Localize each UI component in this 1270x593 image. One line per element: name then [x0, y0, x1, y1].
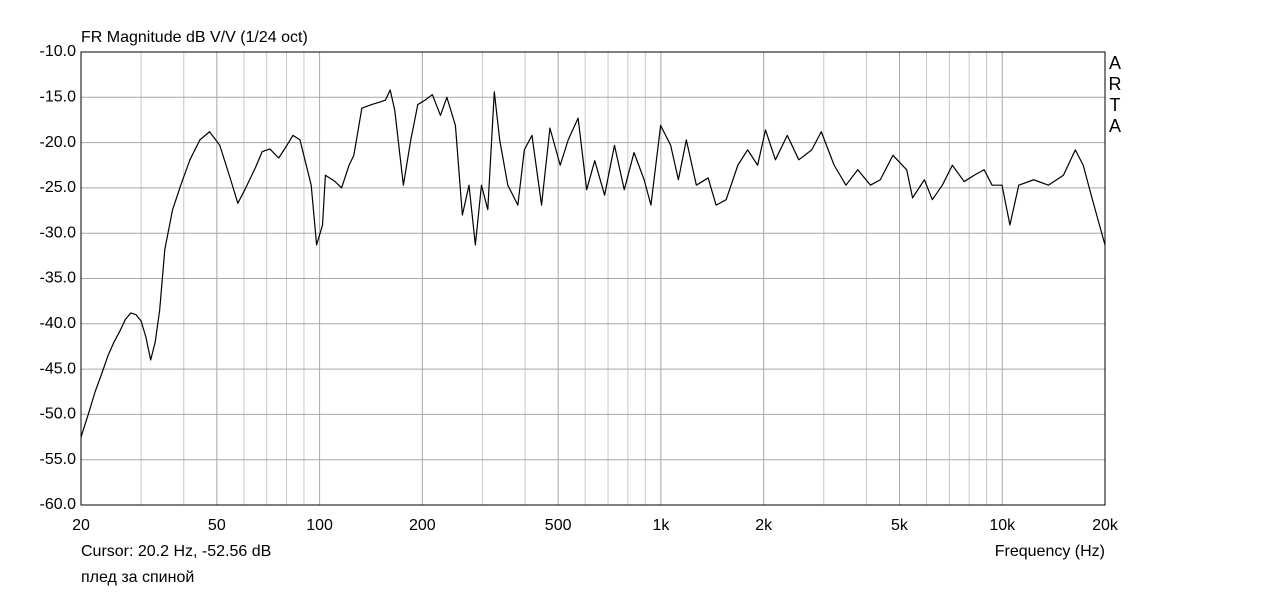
watermark: ARTA — [1108, 53, 1122, 136]
series-line — [80, 89, 1106, 438]
x-tick-label: 1k — [652, 517, 670, 534]
y-tick-label: -15.0 — [40, 89, 77, 106]
x-tick-label: 500 — [545, 517, 572, 534]
y-tick-label: -35.0 — [40, 270, 77, 287]
y-tick-label: -40.0 — [40, 315, 77, 332]
x-tick-label: 5k — [891, 517, 909, 534]
plot-frame — [80, 51, 1106, 506]
x-tick-label: 2k — [755, 517, 773, 534]
y-tick-label: -25.0 — [40, 179, 77, 196]
x-tick-label: 200 — [409, 517, 436, 534]
cursor-readout: Cursor: 20.2 Hz, -52.56 dB — [81, 543, 271, 560]
y-tick-label: -30.0 — [40, 224, 77, 241]
x-tick-label: 50 — [208, 517, 226, 534]
y-tick-label: -60.0 — [40, 496, 77, 513]
y-tick-label: -10.0 — [40, 43, 77, 60]
y-tick-label: -50.0 — [40, 406, 77, 423]
y-tick-label: -45.0 — [40, 360, 77, 377]
y-tick-label: -55.0 — [40, 451, 77, 468]
x-tick-label: 100 — [306, 517, 333, 534]
x-axis-label: Frequency (Hz) — [995, 543, 1105, 560]
y-tick-label: -20.0 — [40, 134, 77, 151]
x-tick-label: 20k — [1092, 517, 1119, 534]
chart-title: FR Magnitude dB V/V (1/24 oct) — [81, 29, 308, 46]
x-tick-label: 10k — [989, 517, 1016, 534]
legend-entry: плед за спиной — [81, 569, 194, 586]
x-tick-label: 20 — [72, 517, 90, 534]
